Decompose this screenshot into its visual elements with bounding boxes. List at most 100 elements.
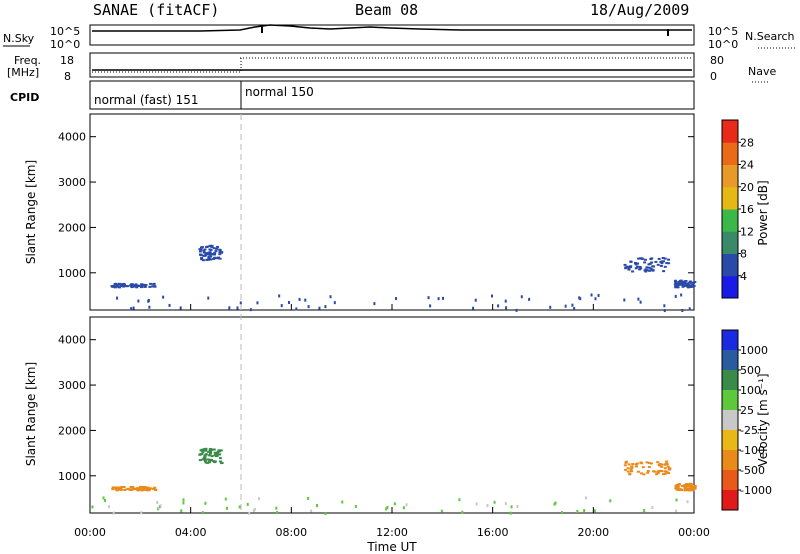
data-point xyxy=(153,285,157,288)
data-point xyxy=(333,301,336,305)
data-point xyxy=(676,485,680,488)
data-point xyxy=(636,262,640,265)
data-point xyxy=(199,248,203,251)
colorbar-tick-label: 20 xyxy=(740,181,754,194)
data-point xyxy=(123,488,127,491)
data-point xyxy=(280,304,283,308)
data-point xyxy=(202,249,206,252)
data-point xyxy=(143,285,147,288)
cpid-mode-2: normal 150 xyxy=(245,85,314,99)
data-point xyxy=(130,283,134,286)
freq-label-line2: [MHz] xyxy=(7,66,39,79)
data-point xyxy=(219,449,223,452)
data-point xyxy=(658,464,662,467)
data-point xyxy=(637,297,640,301)
data-point xyxy=(688,280,692,283)
velocity-yticks: 1000 2000 3000 4000 xyxy=(58,334,694,483)
data-point xyxy=(627,266,631,269)
data-point xyxy=(179,306,182,310)
data-point xyxy=(691,283,695,286)
data-point xyxy=(676,487,680,490)
data-point xyxy=(129,486,133,489)
data-point xyxy=(213,451,217,454)
data-point xyxy=(276,511,279,515)
data-point xyxy=(686,484,690,487)
data-point xyxy=(402,506,405,510)
data-point xyxy=(149,282,153,285)
data-point xyxy=(660,465,664,468)
data-point xyxy=(689,485,693,488)
data-point xyxy=(203,248,207,251)
cpid-panel xyxy=(89,80,695,110)
data-point xyxy=(629,468,633,471)
data-point xyxy=(504,502,507,506)
data-point xyxy=(633,261,637,264)
data-point xyxy=(236,306,239,310)
data-point xyxy=(594,297,597,301)
data-point xyxy=(218,253,222,256)
colorbar-segment xyxy=(722,186,738,210)
data-point xyxy=(635,462,639,465)
data-point xyxy=(202,251,206,254)
data-point xyxy=(650,261,654,264)
data-point xyxy=(628,472,632,475)
data-point xyxy=(295,307,298,311)
data-point xyxy=(211,253,215,256)
data-point xyxy=(153,486,157,489)
data-point xyxy=(623,263,627,266)
data-point xyxy=(597,293,600,297)
data-point xyxy=(663,265,667,268)
data-point xyxy=(405,503,408,507)
colorbar-segment xyxy=(722,390,738,411)
data-point xyxy=(213,256,217,259)
data-point xyxy=(135,488,139,491)
data-point xyxy=(681,284,685,287)
data-point xyxy=(659,260,663,263)
data-point xyxy=(208,244,212,247)
data-point xyxy=(201,451,205,454)
data-point xyxy=(583,509,586,513)
data-point xyxy=(386,505,389,509)
data-point xyxy=(624,468,628,471)
data-point xyxy=(310,509,313,513)
data-point xyxy=(143,284,147,287)
data-point xyxy=(509,511,512,515)
data-point xyxy=(203,460,207,463)
power-marks xyxy=(110,244,697,313)
data-point xyxy=(630,470,634,473)
data-point xyxy=(228,306,231,310)
data-point xyxy=(665,460,669,463)
data-point xyxy=(140,283,144,286)
data-point xyxy=(278,294,281,298)
data-point xyxy=(638,268,642,271)
data-point xyxy=(528,297,531,301)
x-tick-label: 08:00 xyxy=(275,526,307,539)
data-point xyxy=(114,282,118,285)
data-point xyxy=(692,281,696,284)
data-point xyxy=(216,245,220,248)
data-point xyxy=(679,279,683,282)
colorbar-segment xyxy=(722,231,738,254)
data-point xyxy=(134,285,138,288)
data-point xyxy=(656,263,660,266)
data-point xyxy=(246,502,249,506)
colorbar-segment xyxy=(722,275,738,299)
data-point xyxy=(114,486,118,489)
data-point xyxy=(288,300,291,304)
data-point xyxy=(638,265,642,268)
data-point xyxy=(218,457,222,460)
data-point xyxy=(564,304,567,308)
data-point xyxy=(631,463,635,466)
data-point xyxy=(657,470,661,473)
y-tick-label: 2000 xyxy=(58,221,86,234)
data-point xyxy=(656,461,660,464)
data-point xyxy=(657,257,661,260)
data-point xyxy=(675,509,678,513)
data-point xyxy=(683,486,687,489)
colorbar-tick-label: 28 xyxy=(740,136,754,149)
data-point xyxy=(210,244,214,247)
data-point xyxy=(135,286,139,289)
y-tick-label: 3000 xyxy=(58,379,86,392)
data-point xyxy=(116,488,120,491)
data-point xyxy=(213,251,217,254)
